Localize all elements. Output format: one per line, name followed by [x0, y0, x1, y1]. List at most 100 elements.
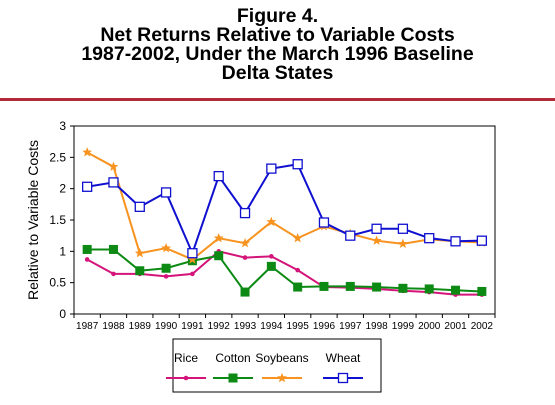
series-wheat	[82, 159, 487, 259]
series-line-wheat	[86, 163, 482, 256]
data-point-soybeans	[240, 237, 250, 248]
data-point-rice	[190, 271, 195, 277]
y-tick-label: 2	[59, 182, 66, 196]
legend-marker-rice	[183, 375, 189, 381]
legend-marker-soybeans	[277, 372, 287, 383]
legend: Rice Cotton Soybeans Wheat	[166, 351, 363, 384]
data-point-wheat	[450, 236, 461, 247]
data-point-wheat	[371, 223, 382, 234]
x-tick-label: 2001	[444, 321, 467, 332]
legend-label-rice: Rice	[174, 351, 198, 365]
data-point-wheat	[160, 187, 172, 198]
x-tick-label: 1988	[102, 321, 125, 332]
y-tick-label: 1	[59, 244, 66, 258]
x-tick-label: 1987	[76, 321, 99, 332]
y-tick-label: 0.5	[49, 276, 66, 290]
data-point-soybeans	[161, 243, 172, 253]
chart-title: Figure 4. Net Returns Relative to Variab…	[0, 5, 555, 84]
data-point-rice	[295, 267, 300, 273]
data-point-soybeans	[134, 248, 145, 258]
x-tick-label: 1998	[365, 321, 388, 332]
data-point-wheat	[108, 177, 119, 188]
x-tick-label: 1994	[260, 321, 283, 332]
data-point-soybeans	[397, 238, 408, 249]
data-point-rice	[84, 257, 90, 262]
data-point-cotton	[240, 287, 250, 297]
data-point-cotton	[398, 283, 408, 293]
y-tick-label: 3	[59, 119, 66, 133]
data-point-wheat	[397, 223, 409, 234]
data-point-wheat	[213, 170, 224, 182]
series-line-rice	[86, 250, 482, 296]
data-point-cotton	[108, 244, 118, 254]
data-point-cotton	[161, 263, 171, 273]
series-line-cotton	[87, 248, 482, 294]
x-tick-label: 1992	[208, 321, 231, 332]
y-tick-label: 0	[59, 307, 66, 321]
data-point-cotton	[424, 284, 434, 294]
data-point-wheat	[187, 248, 198, 259]
x-tick-label: 1995	[287, 321, 310, 332]
title-line-1: Figure 4.	[236, 5, 319, 27]
data-point-cotton	[293, 282, 303, 292]
data-point-rice	[111, 271, 116, 277]
data-point-cotton	[372, 282, 382, 292]
series-line-soybeans	[86, 151, 482, 261]
legend-label-cotton: Cotton	[215, 351, 250, 365]
data-point-cotton	[135, 266, 145, 276]
data-point-rice	[269, 254, 274, 259]
title-line-2: Net Returns Relative to Variable Costs	[100, 24, 455, 46]
data-point-soybeans	[213, 232, 224, 243]
data-point-cotton	[82, 244, 92, 254]
data-point-soybeans	[266, 216, 277, 227]
x-tick-label: 1990	[155, 321, 178, 332]
data-point-soybeans	[82, 147, 93, 157]
title-divider	[0, 98, 555, 101]
x-tick-label: 1989	[129, 321, 152, 332]
legend-marker-cotton	[228, 373, 238, 383]
data-point-soybeans	[187, 254, 198, 264]
legend-marker-wheat	[337, 372, 349, 384]
legend-item-soybeans: Soybeans	[255, 351, 309, 383]
data-point-rice	[242, 255, 248, 260]
data-point-rice	[163, 274, 169, 279]
data-point-wheat	[318, 217, 330, 228]
title-line-4: Delta States	[221, 62, 334, 84]
x-tick-label: 2002	[471, 321, 494, 332]
data-point-wheat	[82, 181, 93, 192]
data-point-cotton	[477, 286, 487, 296]
title-line-3: 1987-2002, Under the March 1996 Baseline	[81, 43, 474, 65]
data-point-wheat	[345, 230, 356, 241]
data-point-cotton	[266, 261, 276, 271]
data-point-wheat	[266, 163, 277, 174]
x-tick-label: 1991	[181, 321, 204, 332]
series-cotton	[82, 244, 487, 297]
x-tick-label: 1997	[339, 321, 362, 332]
y-axis-label: Relative to Variable Costs	[25, 140, 41, 300]
data-point-wheat	[134, 201, 145, 212]
data-point-cotton	[451, 285, 461, 295]
data-point-cotton	[345, 281, 355, 291]
data-point-wheat	[239, 207, 251, 219]
y-tick-label: 2.5	[49, 150, 66, 164]
data-point-cotton	[319, 281, 329, 291]
legend-item-cotton: Cotton	[213, 351, 253, 383]
data-point-wheat	[424, 233, 435, 244]
legend-item-wheat: Wheat	[323, 351, 363, 384]
y-tick-label: 1.5	[49, 213, 66, 227]
legend-label-wheat: Wheat	[326, 351, 361, 365]
x-tick-label: 1993	[234, 321, 257, 332]
x-tick-label: 1999	[392, 321, 415, 332]
legend-label-soybeans: Soybeans	[255, 351, 308, 365]
series-group	[82, 147, 487, 297]
data-point-wheat	[292, 159, 303, 170]
x-tick-label: 1996	[313, 321, 336, 332]
data-point-wheat	[476, 235, 487, 246]
data-point-cotton	[214, 251, 224, 261]
x-tick-label: 2000	[418, 321, 441, 332]
data-point-soybeans	[371, 235, 382, 245]
legend-item-rice: Rice	[166, 351, 206, 381]
data-point-soybeans	[292, 232, 303, 243]
